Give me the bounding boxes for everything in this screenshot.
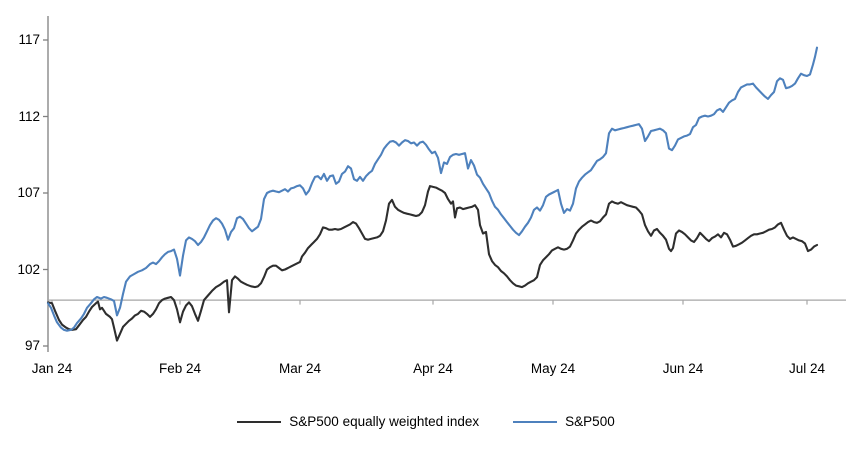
x-tick-label: May 24	[530, 361, 576, 376]
x-tick-label: Jun 24	[662, 361, 704, 376]
x-tick-label: Feb 24	[158, 361, 202, 376]
y-tick-label: 107	[17, 185, 40, 200]
legend: S&P500 equally weighted index S&P500	[0, 414, 852, 429]
legend-item-equal-weight: S&P500 equally weighted index	[237, 414, 479, 429]
legend-line-swatch-dark	[237, 420, 282, 423]
x-tick-label: Jan 24	[31, 361, 73, 376]
legend-line-swatch-blue	[513, 420, 558, 423]
y-tick-label: 117	[18, 32, 40, 47]
legend-item-sp500: S&P500	[513, 414, 615, 429]
legend-label: S&P500	[565, 414, 615, 429]
y-tick-label: 112	[18, 108, 40, 124]
x-tick-label: Mar 24	[278, 361, 322, 376]
x-tick-label: Apr 24	[413, 361, 453, 376]
legend-label: S&P500 equally weighted index	[289, 414, 480, 429]
y-tick-label: 97	[24, 338, 40, 353]
x-tick-label: Jul 24	[788, 361, 826, 376]
y-tick-label: 102	[17, 261, 40, 277]
